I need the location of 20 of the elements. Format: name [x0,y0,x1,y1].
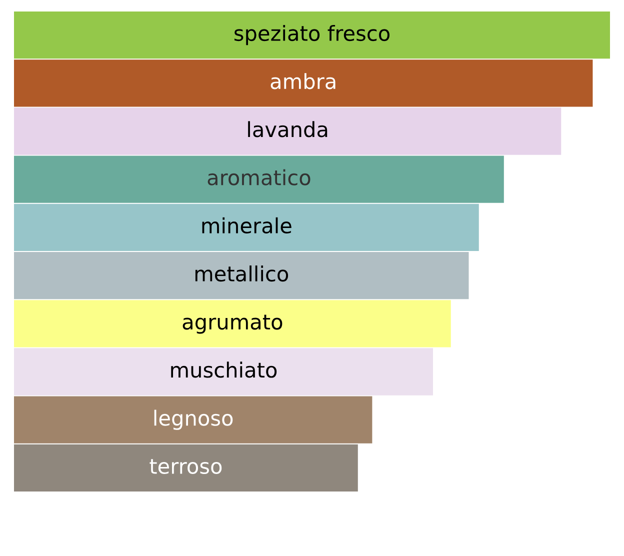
bar [14,108,562,155]
y-tick-label: metallico [195,265,288,282]
y-tick-label: minerale [202,217,292,234]
y-tick-label: terroso [150,459,222,474]
bar [14,204,479,252]
y-tick-label: agrumato [182,314,282,334]
y-tick-label: ambra [270,73,336,90]
bar [14,60,593,107]
bar [14,300,451,348]
bar [14,252,469,300]
y-tick-label: legnoso [154,410,233,430]
bar [14,444,358,492]
bar [14,348,433,396]
bar [14,11,610,59]
bar [14,156,504,203]
y-tick-label: muschiato [171,362,277,378]
y-tick-label: speziato fresco [234,24,390,46]
y-tick-label: aromatico [208,169,310,186]
y-tick-label: lavanda [248,121,328,138]
bar [14,396,372,444]
